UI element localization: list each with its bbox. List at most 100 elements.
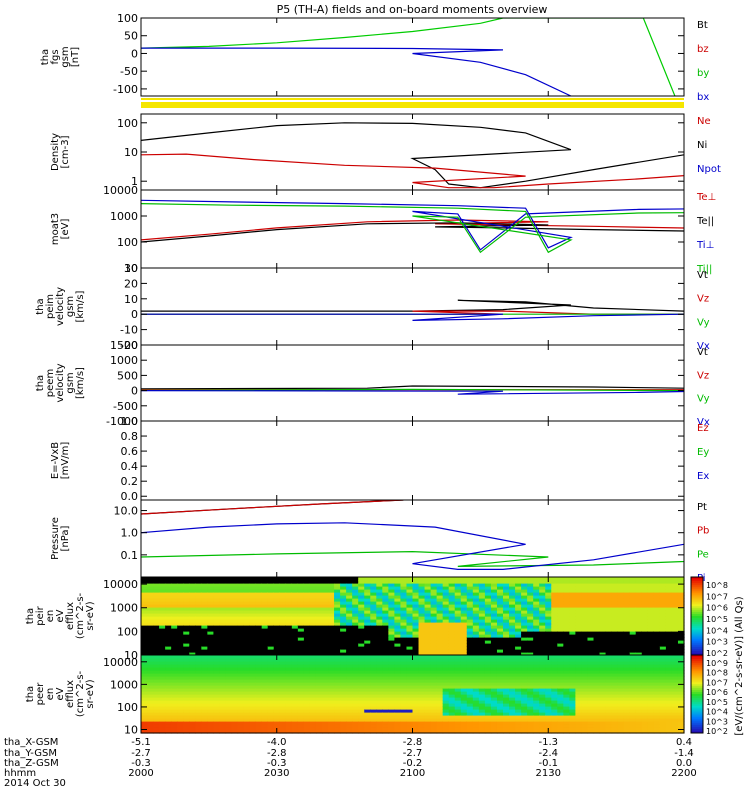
y-tick-label: 100 bbox=[117, 12, 138, 25]
spectrogram-cell bbox=[575, 655, 582, 659]
y-axis-label: [nPa] bbox=[60, 525, 71, 551]
series-line-pe bbox=[141, 547, 750, 566]
spectrogram-cell bbox=[370, 577, 377, 581]
spectrogram-cell bbox=[298, 577, 305, 581]
legend-label: Ex bbox=[697, 471, 709, 482]
legend-label: Pb bbox=[697, 526, 709, 537]
y-tick-label: 0.4 bbox=[121, 460, 139, 473]
spectrogram-cell bbox=[449, 655, 456, 659]
spectrogram-cell bbox=[340, 577, 347, 581]
legend-label: Bt bbox=[697, 20, 708, 31]
panel-frame bbox=[141, 421, 684, 500]
spectrogram-cell bbox=[630, 577, 637, 581]
panel-frame bbox=[141, 114, 684, 190]
plot-title: P5 (TH-A) fields and on-board moments ov… bbox=[277, 3, 548, 16]
y-tick-label: 0.2 bbox=[121, 475, 139, 488]
spectrogram-cell bbox=[618, 577, 625, 581]
spectrogram-cell bbox=[213, 577, 220, 581]
legend-label: bx bbox=[697, 92, 709, 103]
spectrogram-cell bbox=[165, 577, 172, 581]
y-tick-label: 10000 bbox=[103, 578, 138, 591]
spectrogram-cell bbox=[497, 655, 504, 659]
y-tick-label: 20 bbox=[124, 277, 138, 290]
spectrogram-cell bbox=[207, 577, 214, 581]
spectrogram-cell bbox=[304, 577, 311, 581]
y-tick-label: 0.6 bbox=[121, 445, 139, 458]
spectrogram-cell bbox=[201, 655, 208, 659]
colorbar-tick-label: 10^5 bbox=[706, 615, 728, 624]
colorbar-tick-label: 10^7 bbox=[706, 592, 728, 601]
spectrogram-cell bbox=[660, 655, 667, 659]
spectrogram-cell bbox=[557, 655, 564, 659]
y-tick-label: 10.0 bbox=[114, 505, 139, 518]
spectrogram-cell bbox=[600, 655, 607, 659]
y-tick-label: 100 bbox=[117, 117, 138, 130]
spectrogram-cell bbox=[503, 577, 510, 581]
spectrogram-cell bbox=[256, 577, 263, 581]
spectrogram-cell bbox=[382, 655, 389, 659]
legend-label: Ez bbox=[697, 423, 709, 434]
spectrogram-cell bbox=[419, 655, 426, 659]
y-axis-label: [km/s] bbox=[75, 290, 86, 322]
series-line-by bbox=[141, 18, 675, 96]
spectrogram-cell bbox=[672, 577, 679, 581]
spectrogram-cell bbox=[250, 655, 257, 659]
spectrogram-cell bbox=[388, 655, 395, 659]
spectrogram-cell bbox=[195, 577, 202, 581]
colorbar-tick-label: 10^6 bbox=[706, 604, 728, 613]
spectrogram-cell bbox=[425, 655, 432, 659]
spectrogram-cell bbox=[388, 577, 395, 581]
spectrogram-cell bbox=[183, 577, 190, 581]
y-tick-label: 1500 bbox=[110, 339, 138, 352]
series-line-vt bbox=[141, 300, 684, 311]
spectrogram-cell bbox=[443, 655, 450, 659]
spectrogram-cell bbox=[425, 577, 432, 581]
spectrogram-cell bbox=[171, 655, 178, 659]
spectrogram-cell bbox=[563, 577, 570, 581]
colorbar-tick-label: 10^4 bbox=[706, 626, 728, 635]
spectrogram-cell bbox=[177, 577, 184, 581]
spectrogram-cell bbox=[292, 577, 299, 581]
spectrogram-cell bbox=[557, 577, 564, 581]
spectrogram-cell bbox=[666, 577, 673, 581]
spectrogram-cell bbox=[654, 655, 661, 659]
y-tick-label: 500 bbox=[117, 369, 138, 382]
spectrogram-cell bbox=[400, 577, 407, 581]
spectrogram-cell bbox=[509, 577, 516, 581]
spectrogram-cell bbox=[364, 577, 371, 581]
colorbar-tick-label: 10^3 bbox=[706, 638, 728, 647]
spectrogram-cell bbox=[394, 577, 401, 581]
y-tick-label: 0 bbox=[131, 47, 138, 60]
spectrogram-cell bbox=[400, 655, 407, 659]
spectrogram-cell bbox=[515, 655, 522, 659]
spectrogram-cell bbox=[497, 577, 504, 581]
spectrogram-cell bbox=[334, 655, 341, 659]
spectrogram-cell bbox=[491, 655, 498, 659]
legend-label: Pe bbox=[697, 549, 709, 560]
spectrogram-cell bbox=[437, 577, 444, 581]
y-tick-label: -500 bbox=[113, 400, 138, 413]
spectrogram-cell bbox=[189, 655, 196, 659]
spectrogram-cell bbox=[431, 577, 438, 581]
spectrogram-cell bbox=[660, 577, 667, 581]
spectrogram-cell bbox=[147, 655, 154, 659]
legend-label: Vy bbox=[697, 317, 710, 328]
y-tick-label: 10 bbox=[124, 146, 138, 159]
spectrogram-cell bbox=[624, 577, 631, 581]
spectrogram-cell bbox=[569, 577, 576, 581]
legend-label: Vz bbox=[697, 294, 709, 305]
y-tick-label: 100 bbox=[117, 625, 138, 638]
y-tick-label: 10 bbox=[124, 293, 138, 306]
mode-bar-top bbox=[141, 98, 684, 100]
spectrogram-cell bbox=[262, 655, 269, 659]
spectrogram-cell bbox=[159, 577, 166, 581]
spectrogram-cell bbox=[189, 577, 196, 581]
spectrogram-cell bbox=[485, 655, 492, 659]
spectrogram-cell bbox=[581, 655, 588, 659]
legend-label: Pt bbox=[697, 502, 707, 513]
y-tick-label: -10 bbox=[120, 324, 138, 337]
series-line-pb bbox=[141, 500, 403, 514]
y-tick-label: 1.0 bbox=[121, 415, 139, 428]
spectrogram-cell bbox=[461, 655, 468, 659]
spectrogram-cell bbox=[648, 577, 655, 581]
